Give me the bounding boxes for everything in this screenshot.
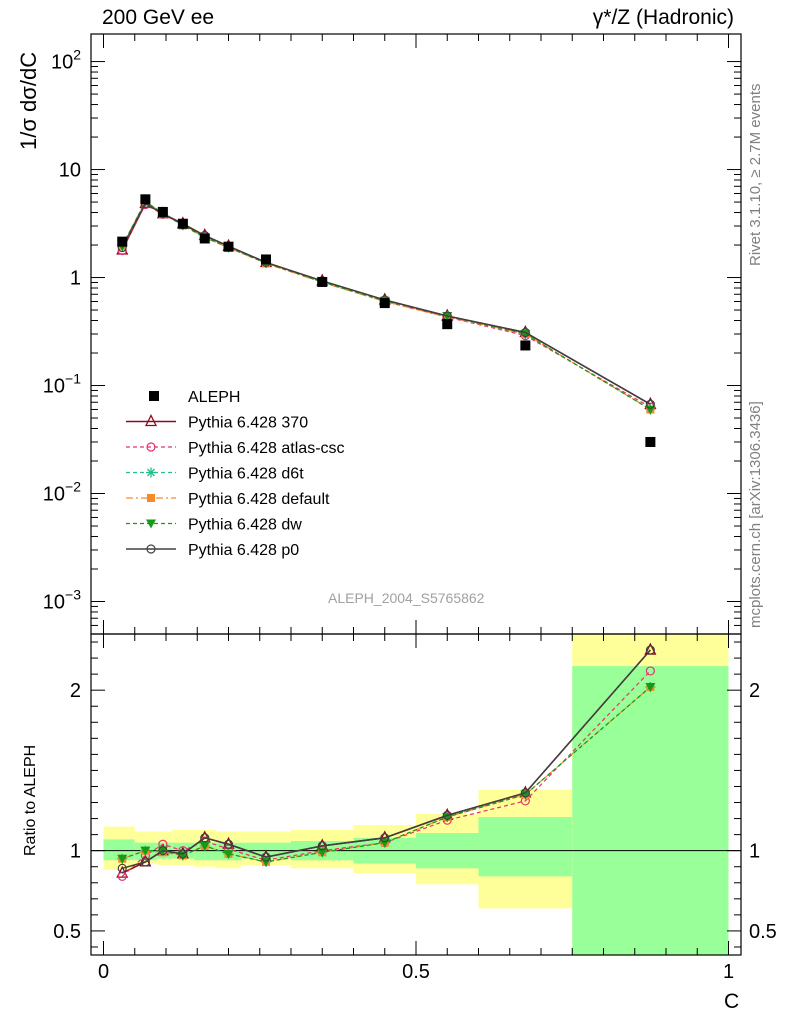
ratio-point-dw bbox=[140, 846, 151, 856]
aleph-data-point bbox=[223, 241, 234, 252]
ratio-point-p0 bbox=[380, 833, 390, 843]
legend-marker-atlas_csc bbox=[146, 442, 156, 452]
ratio-point-dw bbox=[223, 849, 234, 859]
legend-marker-d6t bbox=[146, 467, 156, 478]
legend-label-data: ALEPH bbox=[188, 389, 240, 406]
legend-label-p0: Pythia 6.428 p0 bbox=[188, 542, 299, 559]
ratio-line-dw bbox=[122, 686, 651, 863]
ratio-point-dw bbox=[199, 841, 210, 851]
ratio-point-p0 bbox=[178, 849, 188, 859]
aleph-data-point bbox=[520, 340, 531, 351]
legend-marker-p0 bbox=[146, 544, 156, 554]
legend-marker-p370 bbox=[144, 414, 158, 427]
x-tick-label: 1 bbox=[723, 961, 734, 983]
ratio-ytick-label-right: 2 bbox=[749, 680, 760, 702]
ratio-point-p0 bbox=[200, 833, 210, 843]
analysis-id-label: ALEPH_2004_S5765862 bbox=[328, 590, 485, 606]
aleph-data-point bbox=[117, 236, 128, 247]
band-inner-10 bbox=[478, 816, 573, 877]
legend-label-d6t: Pythia 6.428 d6t bbox=[188, 466, 304, 483]
ratio-point-p0 bbox=[645, 645, 655, 655]
main-y-axis-label: 1/σ dσ/dC bbox=[16, 51, 41, 150]
x-tick-label: 0.5 bbox=[402, 961, 430, 983]
x-axis-label: C bbox=[724, 990, 740, 1013]
legend-entry-atlas_csc: Pythia 6.428 atlas-csc bbox=[126, 440, 345, 457]
main-ytick-label: 102 bbox=[51, 47, 81, 74]
ratio-point-p0 bbox=[442, 810, 452, 820]
ratio-point-atlas_csc bbox=[645, 666, 655, 676]
main-point-p0 bbox=[645, 399, 655, 409]
legend-entry-dw: Pythia 6.428 dw bbox=[126, 517, 302, 534]
ratio-point-p0 bbox=[261, 852, 271, 862]
legend: ALEPH Pythia 6.428 370 Pythia 6.428 atlas-… bbox=[126, 389, 345, 559]
main-ytick-label: 10 bbox=[59, 160, 81, 182]
ratio-point-p0 bbox=[520, 788, 530, 798]
main-series-aleph bbox=[117, 194, 656, 447]
ratio-ytick-label: 1 bbox=[70, 841, 81, 863]
plot-title-left: 200 GeV ee bbox=[102, 6, 215, 29]
main-ytick-label: 10−1 bbox=[43, 371, 81, 398]
ratio-line-atlas_csc bbox=[121, 670, 651, 877]
legend-label-default: Pythia 6.428 default bbox=[188, 491, 330, 508]
ratio-point-p0 bbox=[140, 857, 150, 867]
legend-label-dw: Pythia 6.428 dw bbox=[188, 517, 302, 534]
ratio-point-dw bbox=[117, 854, 128, 864]
ratio-series-layer bbox=[116, 642, 657, 881]
main-point-p0 bbox=[520, 327, 530, 338]
ratio-point-dw bbox=[317, 848, 328, 858]
main-panel-frame: 10−3 10−2 10−1 1 10 102 bbox=[43, 33, 742, 635]
ratio-point-dw bbox=[520, 790, 531, 800]
main-ytick-label: 10−3 bbox=[43, 586, 81, 613]
ratio-uncertainty-bands bbox=[103, 634, 729, 955]
legend-marker-default bbox=[147, 494, 155, 502]
ratio-point-p0 bbox=[117, 863, 127, 873]
legend-entry-data: ALEPH bbox=[149, 389, 240, 406]
main-line-default bbox=[121, 200, 651, 410]
aleph-data-point bbox=[140, 194, 151, 205]
band-inner-4 bbox=[194, 842, 216, 861]
ratio-ytick-label: 2 bbox=[70, 680, 81, 702]
ratio-ytick-label: 0.5 bbox=[53, 921, 81, 943]
x-tick-label: 0 bbox=[98, 961, 109, 983]
aleph-data-point bbox=[379, 298, 390, 309]
legend-marker-data bbox=[149, 391, 159, 401]
aleph-data-point bbox=[317, 276, 328, 287]
ratio-line-p0 bbox=[122, 649, 651, 870]
legend-entry-p0: Pythia 6.428 p0 bbox=[126, 542, 299, 559]
rivet-version-label: Rivet 3.1.10, ≥ 2.7M events bbox=[747, 83, 764, 267]
ratio-point-p0 bbox=[158, 846, 168, 856]
aleph-data-point bbox=[199, 233, 210, 244]
main-ytick-label: 10−2 bbox=[43, 479, 81, 506]
aleph-data-point bbox=[177, 218, 188, 229]
plot-title-right: γ*/Z (Hadronic) bbox=[592, 6, 734, 29]
legend-label-p370: Pythia 6.428 370 bbox=[188, 415, 308, 432]
ratio-series-p0 bbox=[117, 645, 655, 873]
aleph-data-point bbox=[261, 254, 271, 265]
ratio-ytick-label-right: 0.5 bbox=[749, 921, 777, 943]
ratio-panel-frame: 0 0.5 1 0.5 0.5 1 1 2 2 bbox=[53, 633, 777, 983]
legend-entry-default: Pythia 6.428 default bbox=[126, 491, 330, 508]
ratio-y-axis-label: Ratio to ALEPH bbox=[22, 744, 39, 856]
ratio-ytick-label-right: 1 bbox=[749, 841, 760, 863]
band-inner-11 bbox=[572, 666, 729, 955]
aleph-data-point bbox=[645, 436, 656, 447]
mcplots-credit-label: mcplots.cern.ch [arXiv:1306.3436] bbox=[747, 401, 764, 628]
main-line-atlas_csc bbox=[121, 203, 651, 408]
main-series-layer bbox=[116, 194, 657, 447]
aleph-data-point bbox=[442, 319, 453, 330]
ratio-point-p0 bbox=[223, 839, 234, 849]
ratio-point-dw bbox=[645, 682, 656, 692]
legend-label-atlas_csc: Pythia 6.428 atlas-csc bbox=[188, 440, 345, 457]
main-ytick-label: 1 bbox=[70, 268, 81, 290]
aleph-data-point bbox=[157, 206, 168, 217]
ratio-point-p0 bbox=[317, 841, 327, 851]
legend-marker-dw bbox=[146, 519, 156, 529]
legend-entry-p370: Pythia 6.428 370 bbox=[126, 414, 308, 432]
legend-entry-d6t: Pythia 6.428 d6t bbox=[126, 466, 304, 483]
